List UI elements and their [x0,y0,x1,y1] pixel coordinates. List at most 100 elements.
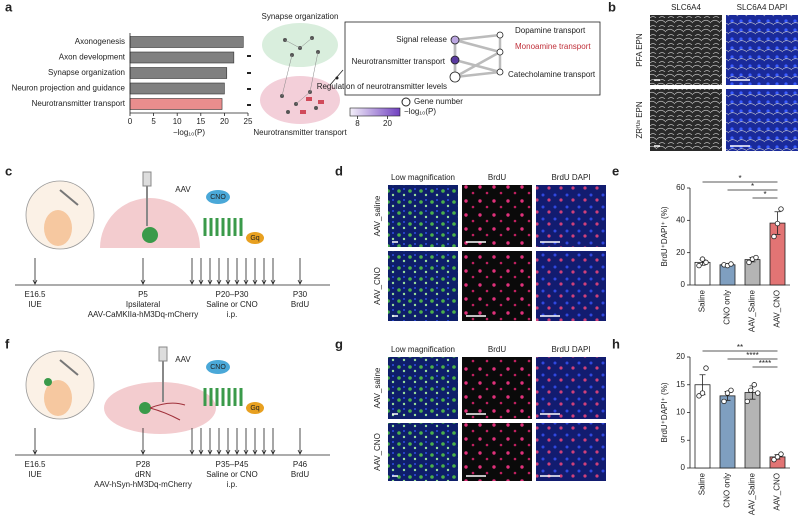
data-point [774,220,781,227]
column-header: Low magnification [391,173,455,182]
node-label: Dopamine transport [515,26,586,35]
arrow [140,258,146,285]
bar [719,395,736,469]
category-label: Axonogenesis [75,37,125,46]
data-point [748,387,754,393]
micrograph [462,251,532,321]
event-detail: AAV-hSyn-hM3Dq-mCherry [94,480,192,489]
arrow [207,428,213,455]
network-edge [454,58,501,74]
bar [129,67,228,79]
arrow [252,258,258,285]
data-point [774,454,781,460]
event-detail: i.p. [227,480,238,489]
event-detail: Saline or CNO [206,470,258,479]
column-header: SLC6A4 [671,3,701,12]
legend-label: −log₁₀(P) [404,107,436,116]
row-label: ZRᶠᵁˢ EPN [635,101,644,139]
network-node [450,35,460,45]
network-edge [454,38,501,54]
arrow [198,258,204,285]
micrograph [462,357,532,419]
significance-label: **** [746,351,758,360]
network-illustration [247,21,601,124]
data-point [771,233,777,240]
panel-label: d [335,163,343,178]
event-detail: dRN [135,470,151,479]
micrograph [388,185,458,247]
event-detail: IUE [28,470,41,479]
colorbar-tick-label: 20 [383,119,392,128]
drug-label: CNO [210,364,226,371]
arrow [234,258,240,285]
micrograph [536,251,606,321]
y-tick-label: 0 [681,463,686,472]
x-tick-label: Saline [698,289,707,312]
event-detail: Ipsilateral [126,300,160,309]
network-node [496,31,504,39]
category-label: Axon development [59,53,126,62]
x-tick-label: 20 [220,117,229,126]
arrow [270,428,276,455]
arrow [225,258,231,285]
data-point [728,387,734,393]
colorbar-tick-label: 8 [355,119,360,128]
node-label: Signal release [396,35,447,44]
panel-label: a [5,0,13,14]
arrow [270,258,276,285]
panel-label: b [608,0,616,14]
category-label: Synapse organization [48,68,125,77]
experiment-illustration [25,171,264,434]
micrograph [536,185,606,247]
y-tick-label: 15 [676,380,685,389]
panel-label: g [335,336,343,351]
data-point [724,390,731,396]
event-time: E16.5 [25,460,46,469]
y-axis-label: BrdU⁺DAPI⁺ (%) [660,206,669,266]
significance-label: ** [737,343,743,352]
y-tick-label: 0 [681,280,686,289]
event-detail: BrdU [291,470,309,479]
data-point [751,382,757,388]
event-time: P5 [138,290,148,299]
arrow [32,428,38,455]
arrow [207,258,213,285]
event-detail: AAV-CaMKIIa-hM3Dq-mCherry [88,310,199,319]
node-label: Monoamine transport [515,42,591,51]
data-point [699,256,706,262]
arrow [32,258,38,285]
micrograph [388,357,458,419]
data-point [699,390,706,396]
x-tick-label: 10 [173,117,182,126]
x-tick-label: 15 [196,117,205,126]
micrograph [726,89,798,151]
significance-label: * [763,190,766,199]
column-header: BrdU DAPI [551,173,590,182]
network-edge [454,70,501,79]
significance-label: * [751,182,754,191]
column-header: BrdU [488,173,506,182]
network-node [496,48,504,56]
data-point [753,254,759,261]
y-tick-label: 40 [676,215,685,224]
micrograph [650,15,722,85]
bar [129,98,223,110]
arrow [252,428,258,455]
arrow [243,428,249,455]
cluster-label: Synapse organization [262,12,339,21]
micrograph [388,423,458,481]
node-label: Neurotransmitter transport [352,57,446,66]
category-label: Neurotransmitter transport [32,99,126,108]
y-tick-label: 10 [676,408,685,417]
data-point [703,365,709,371]
row-label: AAV_saline [373,195,382,236]
x-tick-label: 0 [128,117,133,126]
arrow [216,428,222,455]
data-point [755,390,761,396]
network-edge [454,50,501,79]
category-label: Neuron projection and guidance [12,84,126,93]
drug-label: CNO [210,194,226,201]
data-point [744,398,750,405]
y-tick-label: 20 [676,352,685,361]
x-tick-label: 5 [151,117,156,126]
